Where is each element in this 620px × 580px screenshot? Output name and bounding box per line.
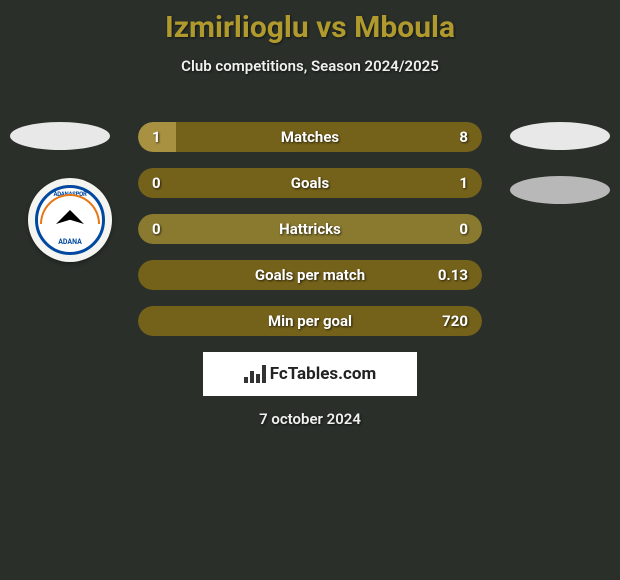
player-left-indicator <box>10 122 110 150</box>
fctables-brand-text: FcTables.com <box>270 364 376 384</box>
stat-label: Goals per match <box>255 266 365 284</box>
stat-value-left: 1 <box>152 128 161 146</box>
club-logo-bottom-text: ADANA <box>58 238 82 246</box>
stat-value-right: 1 <box>459 174 468 192</box>
stat-value-right: 720 <box>442 312 468 330</box>
stat-bar: 720 Min per goal <box>138 306 482 336</box>
fctables-badge: FcTables.com <box>203 352 417 396</box>
page-title: Izmirlioglu vs Mboula <box>0 0 620 45</box>
date-text: 7 october 2024 <box>259 410 361 428</box>
stat-value-right: 0 <box>459 220 468 238</box>
stat-value-right: 8 <box>459 128 468 146</box>
player-right-indicator-1 <box>510 122 610 150</box>
stat-label: Goals <box>291 174 329 192</box>
stat-bar: 1 8 Matches <box>138 122 482 152</box>
stat-bar: 0.13 Goals per match <box>138 260 482 290</box>
stat-value-left: 0 <box>152 174 161 192</box>
stat-bar: 0 0 Hattricks <box>138 214 482 244</box>
stat-value-left: 0 <box>152 220 161 238</box>
club-logo-inner: ADANASPOR ADANA <box>35 185 105 255</box>
stat-value-right: 0.13 <box>438 266 468 284</box>
player-right-indicator-2 <box>510 176 610 204</box>
stats-bars-container: 1 8 Matches 0 1 Goals 0 0 Hattricks 0.13 Goals per… <box>138 122 482 352</box>
stat-label: Min per goal <box>268 312 352 330</box>
stat-label: Matches <box>281 128 339 146</box>
stat-label: Hattricks <box>279 220 341 238</box>
stat-bar: 0 1 Goals <box>138 168 482 198</box>
club-logo: ADANASPOR ADANA <box>28 178 112 262</box>
bar-chart-icon <box>244 365 266 383</box>
page-subtitle: Club competitions, Season 2024/2025 <box>0 57 620 75</box>
